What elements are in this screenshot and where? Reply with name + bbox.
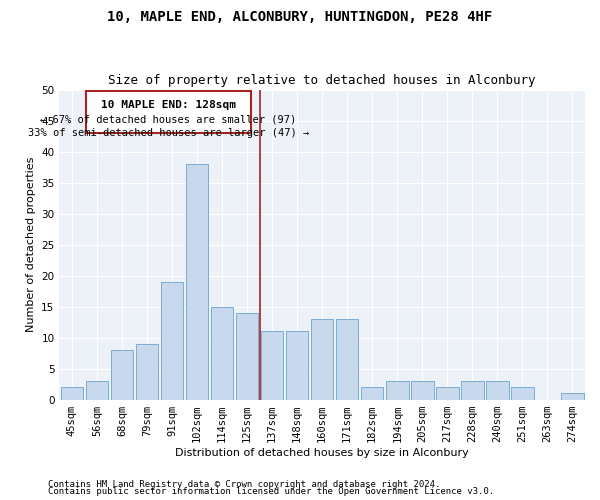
Bar xyxy=(61,387,83,400)
Bar xyxy=(186,164,208,400)
Bar xyxy=(86,381,108,400)
Bar xyxy=(461,381,484,400)
Bar xyxy=(211,306,233,400)
Bar xyxy=(286,332,308,400)
Text: Contains HM Land Registry data © Crown copyright and database right 2024.: Contains HM Land Registry data © Crown c… xyxy=(48,480,440,489)
Y-axis label: Number of detached properties: Number of detached properties xyxy=(26,157,35,332)
FancyBboxPatch shape xyxy=(86,91,251,133)
Bar xyxy=(436,387,458,400)
Bar xyxy=(161,282,183,400)
Bar xyxy=(261,332,283,400)
Text: ← 67% of detached houses are smaller (97): ← 67% of detached houses are smaller (97… xyxy=(40,114,296,124)
Bar xyxy=(236,313,259,400)
Bar xyxy=(336,319,358,400)
X-axis label: Distribution of detached houses by size in Alconbury: Distribution of detached houses by size … xyxy=(175,448,469,458)
Bar xyxy=(386,381,409,400)
Bar xyxy=(486,381,509,400)
Text: 10 MAPLE END: 128sqm: 10 MAPLE END: 128sqm xyxy=(101,100,236,110)
Bar xyxy=(361,387,383,400)
Text: 10, MAPLE END, ALCONBURY, HUNTINGDON, PE28 4HF: 10, MAPLE END, ALCONBURY, HUNTINGDON, PE… xyxy=(107,10,493,24)
Bar xyxy=(561,394,584,400)
Bar xyxy=(411,381,434,400)
Bar xyxy=(110,350,133,400)
Text: Contains public sector information licensed under the Open Government Licence v3: Contains public sector information licen… xyxy=(48,487,494,496)
Text: 33% of semi-detached houses are larger (47) →: 33% of semi-detached houses are larger (… xyxy=(28,128,309,138)
Bar xyxy=(511,387,533,400)
Bar xyxy=(311,319,334,400)
Title: Size of property relative to detached houses in Alconbury: Size of property relative to detached ho… xyxy=(109,74,536,87)
Bar xyxy=(136,344,158,400)
